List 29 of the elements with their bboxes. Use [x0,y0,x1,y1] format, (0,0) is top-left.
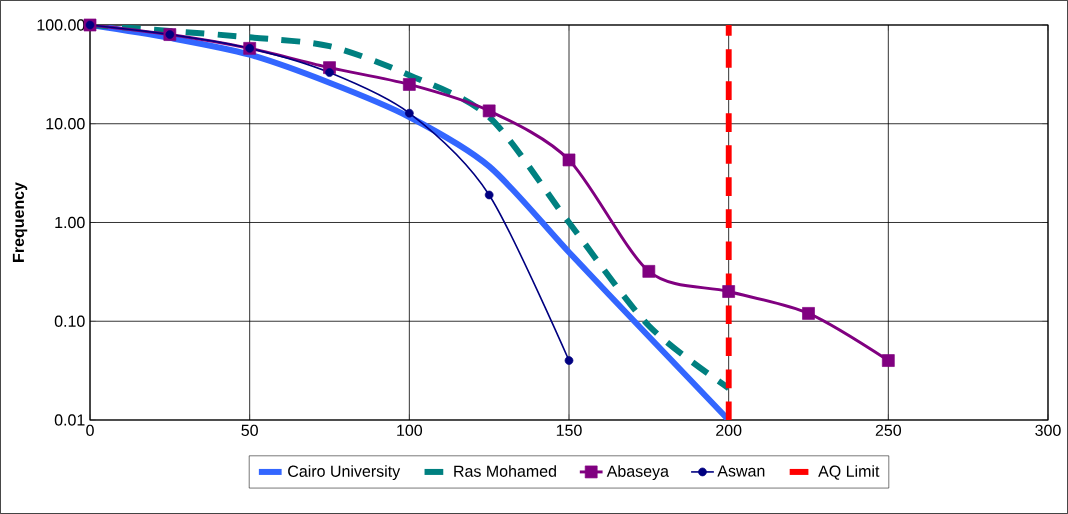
y-axis-title: Frequency [12,182,28,262]
y-tick-label: 1.00 [55,216,85,229]
x-tick-label: 0 [86,424,94,437]
legend-label: Aswan [717,465,765,477]
y-tick-label: 10.00 [46,118,85,130]
point [722,285,735,298]
legend-label: Ras Mohamed [454,465,556,477]
legend-label: AQ Limit [818,465,880,480]
point [802,307,815,320]
point [484,190,494,200]
y-tick-label: 0.10 [54,315,85,327]
x-tick-label: 150 [556,424,582,437]
point [564,356,574,365]
point [325,68,334,77]
y-tick-label: 100.00 [37,19,85,31]
x-tick-label: 250 [875,424,902,437]
x-tick-label: 200 [716,424,742,437]
point [482,104,496,118]
point [403,78,416,91]
y-tick-label: 0.01 [54,414,85,426]
x-tick-label: 300 [1035,424,1061,437]
point [642,265,656,278]
x-tick-label: 100 [397,424,423,437]
point [881,354,895,367]
point [405,108,414,118]
x-tick-label: 50 [241,424,258,437]
legend-label: Abaseya [606,465,669,481]
point [562,153,576,167]
legend-label: Cairo University [288,465,401,481]
